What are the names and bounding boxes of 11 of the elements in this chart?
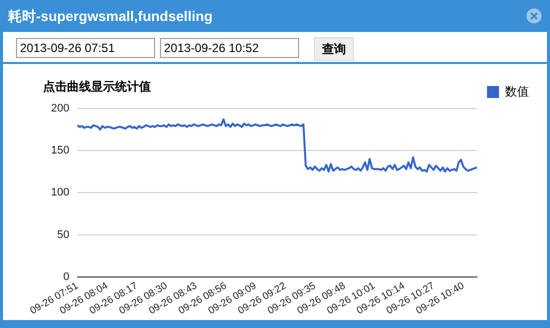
chart-title: 耗时-supergwsmall,fundselling [8,8,213,26]
y-tick-label: 100 [50,186,70,199]
legend-label: 数值 [505,84,529,98]
y-tick-label: 200 [50,102,70,114]
y-tick-label: 50 [57,228,70,241]
text: 2013-09-26 10:52 [160,38,299,58]
y-tick-label: 150 [50,144,70,157]
text: 2013-09-26 07:51 [16,38,155,58]
text: 查询 [314,37,354,61]
chart-subtitle: 点击曲线显示统计值 [43,80,151,94]
y-tick-label: 0 [63,270,70,283]
